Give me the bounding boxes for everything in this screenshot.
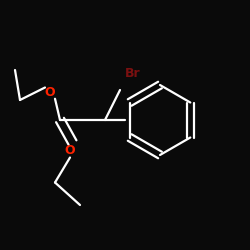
- Text: O: O: [45, 86, 55, 99]
- Text: Br: Br: [125, 67, 140, 80]
- Text: O: O: [65, 144, 75, 156]
